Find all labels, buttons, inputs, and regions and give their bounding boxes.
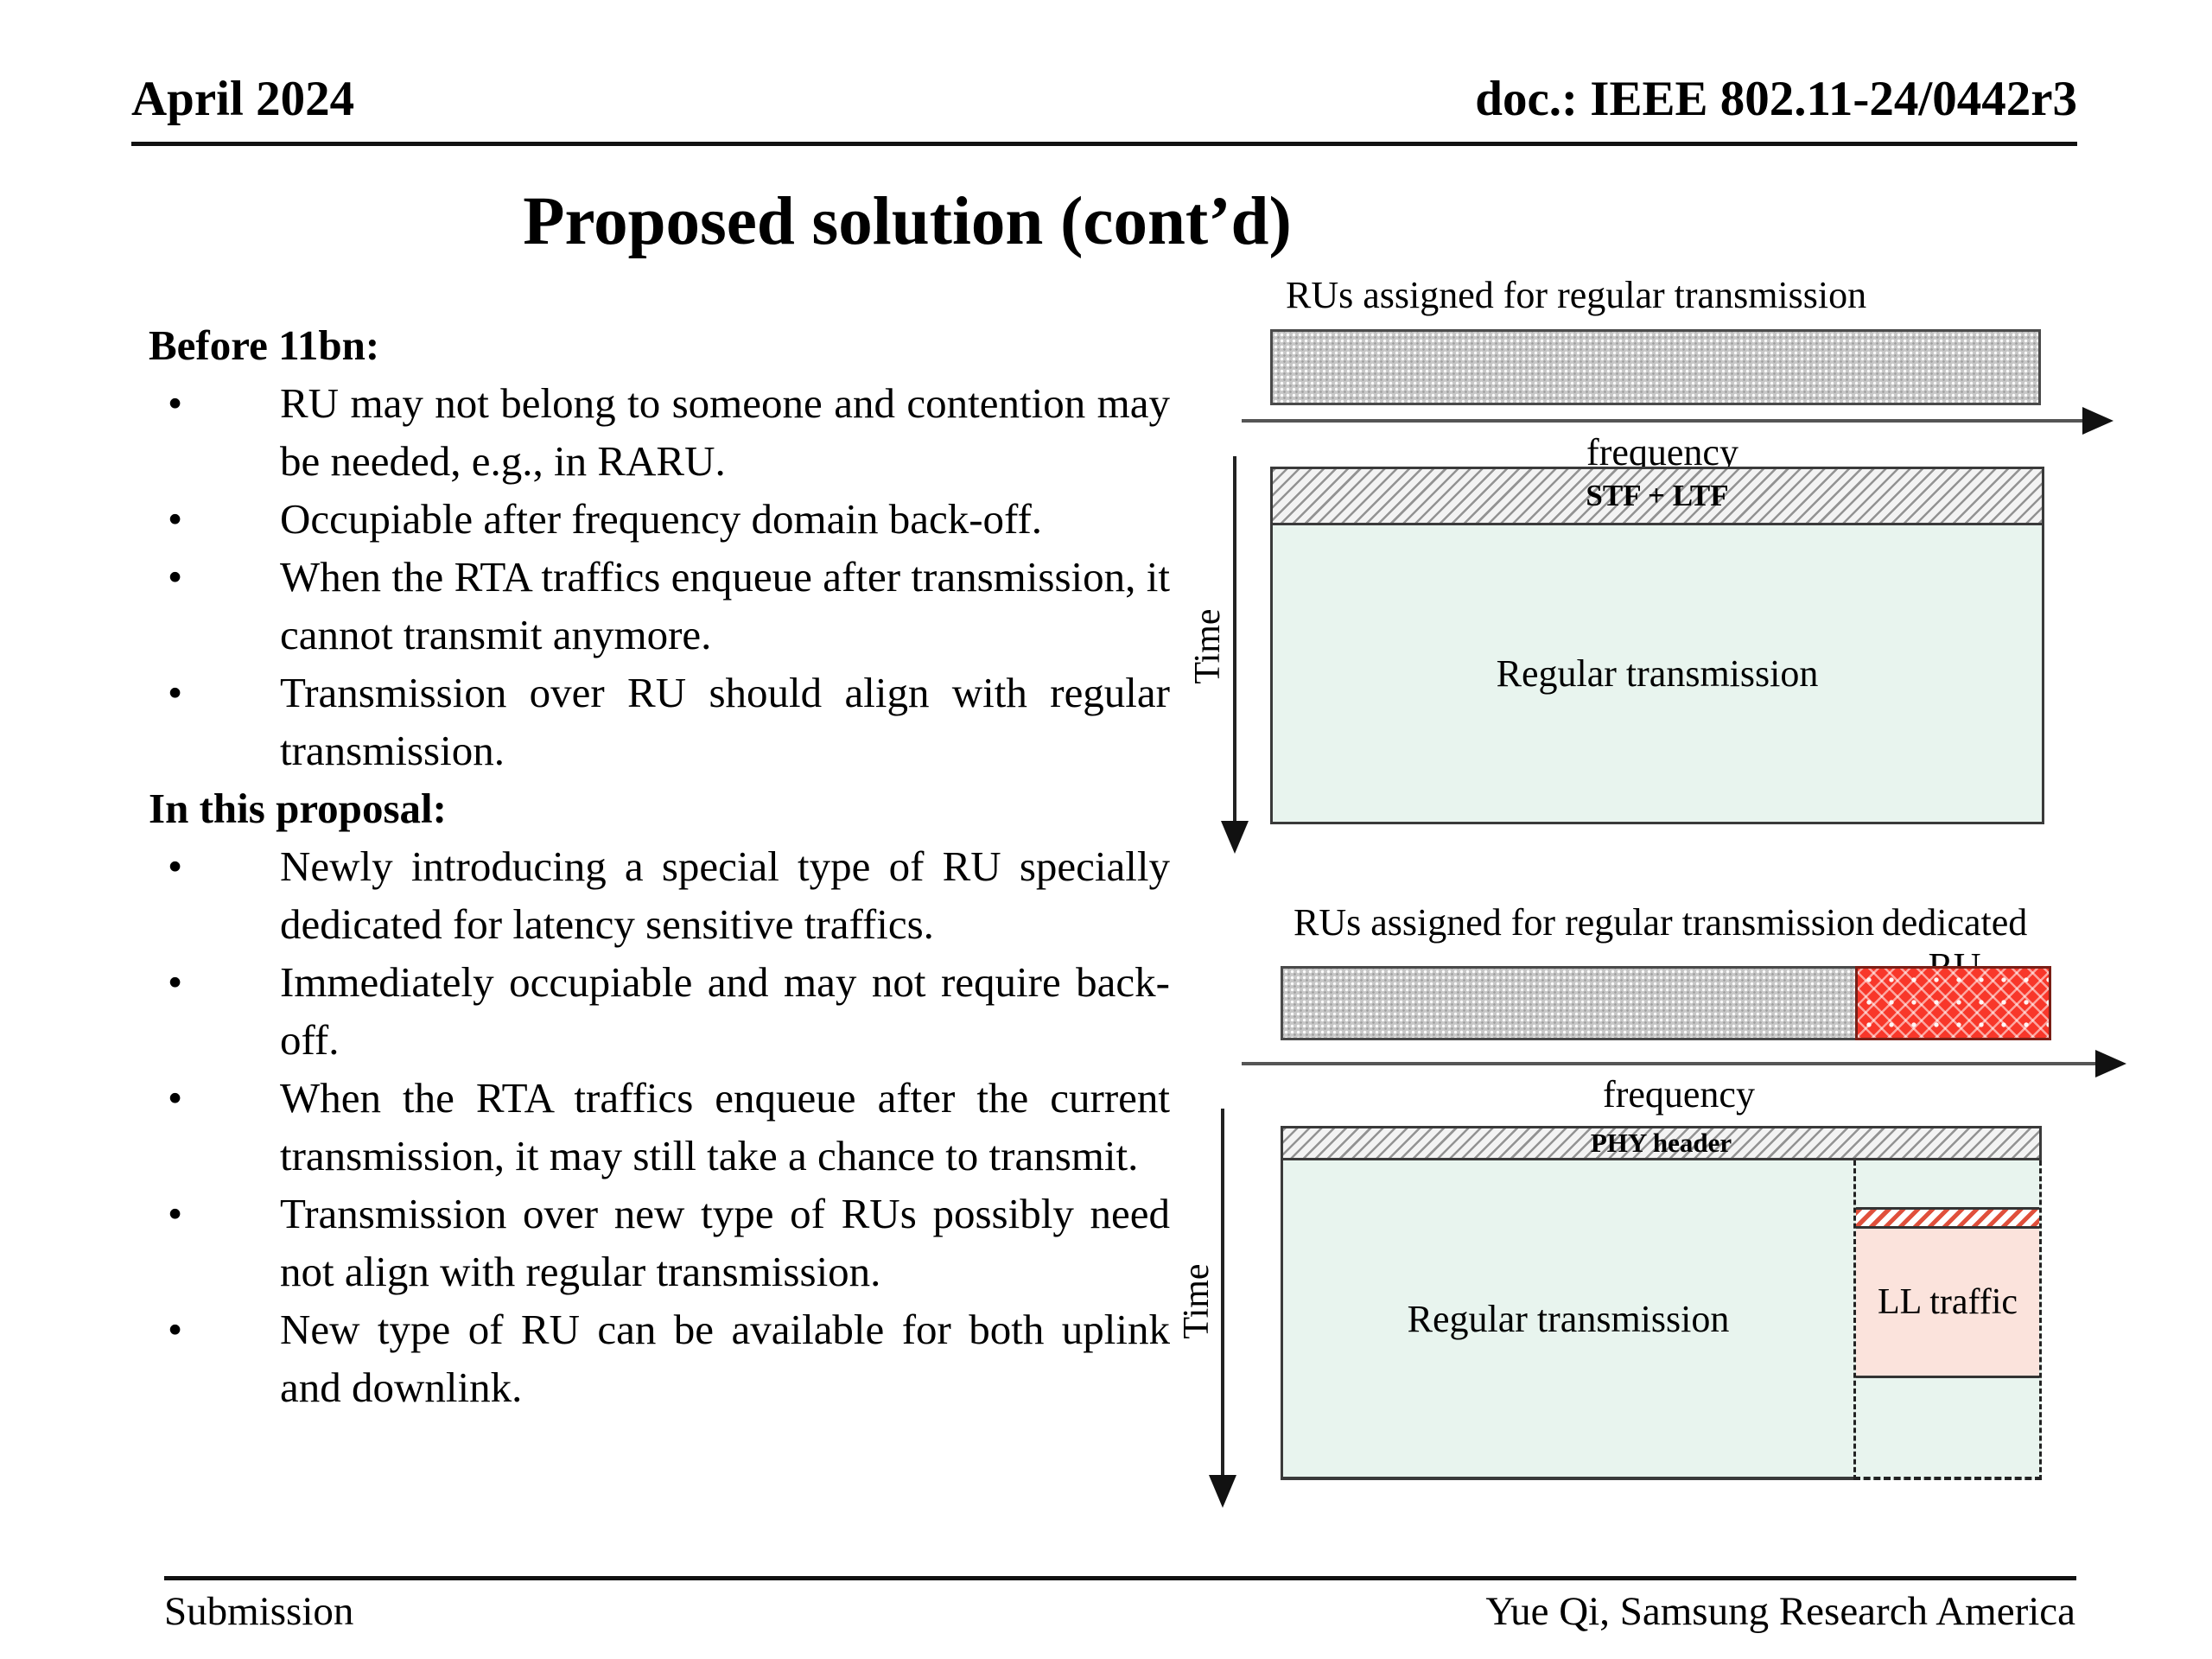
bullet-item: • When the RTA traffics enqueue after tr…	[149, 548, 1170, 664]
diagram2-frequency-axis	[1242, 1062, 2097, 1065]
bullet-text: Immediately occupiable and may not requi…	[280, 958, 1170, 1064]
bullet-text: Transmission over new type of RUs possib…	[280, 1190, 1170, 1295]
section-heading-in-this-proposal: In this proposal:	[149, 785, 447, 832]
bullet-item: • Transmission over new type of RUs poss…	[149, 1185, 1170, 1300]
diagram1-ru-bar-label: RUs assigned for regular transmission	[1286, 274, 1867, 316]
diagram2-phy-header: PHY header	[1281, 1126, 2042, 1160]
diagram2-frequency-arrowhead-icon	[2095, 1050, 2126, 1077]
bullet-item: • Newly introducing a special type of RU…	[149, 837, 1170, 953]
diagram2-time-axis	[1221, 1109, 1224, 1477]
diagram1-regular-transmission-label: Regular transmission	[1496, 652, 1819, 695]
diagram2-time-label: Time	[1177, 1263, 1217, 1339]
bullet-item: • RU may not belong to someone and conte…	[149, 374, 1170, 490]
bullet-text: Occupiable after frequency domain back-o…	[280, 495, 1043, 543]
diagram1-frequency-label: frequency	[1586, 431, 1738, 474]
header-doc-number: doc.: IEEE 802.11-24/0442r3	[1475, 72, 2077, 126]
footer-rule	[164, 1576, 2076, 1580]
diagram1-frequency-arrowhead-icon	[2082, 407, 2113, 435]
bullet-text: New type of RU can be available for both…	[280, 1306, 1170, 1411]
bullet-marker-icon: •	[168, 958, 183, 1006]
footer-submission: Submission	[164, 1589, 354, 1634]
page-title: Proposed solution (cont’d)	[523, 184, 1292, 259]
diagram1-ru-bar	[1270, 329, 2041, 405]
diagram2-regular-transmission-label: Regular transmission	[1407, 1297, 1730, 1340]
bullet-marker-icon: •	[168, 1190, 183, 1237]
bullet-text: Newly introducing a special type of RU s…	[280, 842, 1170, 948]
diagram2-ru-bar-label: RUs assigned for regular transmission	[1294, 901, 1875, 944]
bullet-marker-icon: •	[168, 842, 183, 890]
bullet-marker-icon: •	[168, 553, 183, 601]
header-date: April 2024	[131, 72, 355, 126]
diagram1-stf-ltf-label: STF + LTF	[1586, 479, 1729, 512]
bullet-item: • When the RTA traffics enqueue after th…	[149, 1069, 1170, 1185]
bullet-item: • Occupiable after frequency domain back…	[149, 490, 1170, 548]
diagram1-stf-ltf-header: STF + LTF	[1273, 469, 2042, 525]
diagram2-ll-traffic-box: LL traffic	[1856, 1226, 2039, 1378]
diagram1-regular-transmission-area: Regular transmission	[1273, 525, 2042, 822]
bullet-item: • Transmission over RU should align with…	[149, 664, 1170, 779]
bullet-text: When the RTA traffics enqueue after the …	[280, 1074, 1170, 1179]
footer-author: Yue Qi, Samsung Research America	[1485, 1589, 2075, 1634]
diagram2-dedicated-ru-column: LL traffic	[1853, 1160, 2042, 1480]
diagram2-time-arrowhead-icon	[1209, 1475, 1236, 1508]
diagram2-regular-transmission-area: Regular transmission	[1281, 1160, 1853, 1480]
section-heading-before-11bn: Before 11bn:	[149, 321, 380, 369]
bullet-text: Transmission over RU should align with r…	[280, 669, 1170, 774]
diagram2-frequency-label: frequency	[1603, 1073, 1755, 1116]
diagram2-ru-bar-dedicated	[1855, 966, 2051, 1040]
bullet-text: RU may not belong to someone and content…	[280, 379, 1170, 485]
bullet-marker-icon: •	[168, 495, 183, 543]
diagram1-frequency-axis	[1242, 419, 2084, 423]
bullet-marker-icon: •	[168, 1306, 183, 1353]
diagram1-time-axis	[1233, 456, 1236, 823]
bullet-item: • New type of RU can be available for bo…	[149, 1300, 1170, 1416]
diagram2-ll-traffic-label: LL traffic	[1877, 1282, 2018, 1322]
diagram1-time-label: Time	[1188, 608, 1228, 684]
bullet-marker-icon: •	[168, 669, 183, 716]
bullet-marker-icon: •	[168, 379, 183, 427]
bullet-text: When the RTA traffics enqueue after tran…	[280, 553, 1170, 658]
diagram1-time-arrowhead-icon	[1221, 821, 1249, 854]
diagram2-phy-header-label: PHY header	[1590, 1128, 1732, 1158]
body-text-column: Before 11bn: • RU may not belong to some…	[149, 316, 1170, 1416]
diagram1-transmission-box: STF + LTF Regular transmission	[1270, 467, 2044, 824]
diagram2-ru-bar-regular	[1281, 966, 1858, 1040]
header-rule	[131, 142, 2077, 146]
bullet-item: • Immediately occupiable and may not req…	[149, 953, 1170, 1069]
bullet-marker-icon: •	[168, 1074, 183, 1122]
